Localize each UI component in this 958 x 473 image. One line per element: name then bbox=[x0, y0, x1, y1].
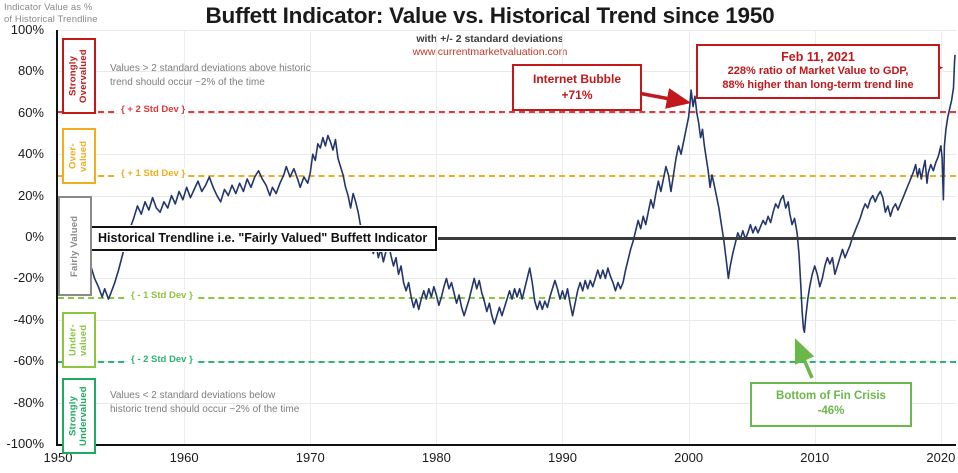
y-axis-tick-label: 40% bbox=[17, 146, 44, 162]
callout-internet-bubble[interactable]: Internet Bubble +71% bbox=[512, 64, 642, 111]
gridline-y bbox=[58, 402, 956, 404]
callout-fin-crisis-value: -46% bbox=[817, 405, 845, 417]
gridline-y bbox=[58, 30, 956, 31]
y-axis-tick-label: -60% bbox=[13, 353, 44, 369]
valuation-band-strongly-undervalued: Strongly Undervalued bbox=[62, 378, 96, 454]
chart-subtitle: with +/- 2 standard deviations bbox=[416, 33, 564, 45]
x-axis-tick-label: 1960 bbox=[169, 450, 199, 465]
gridline-y bbox=[58, 195, 956, 197]
std-dev-label-plus1: { + 1 Std Dev } bbox=[118, 167, 189, 179]
x-axis-tick-label: 2010 bbox=[800, 450, 830, 465]
note-top: Values > 2 standard deviations above his… bbox=[110, 63, 311, 88]
trendline-label: Historical Trendline i.e. "Fairly Valued… bbox=[88, 226, 438, 251]
callout-fin-crisis[interactable]: Bottom of Fin Crisis -46% bbox=[750, 382, 912, 427]
x-axis-tick-label: 1970 bbox=[295, 450, 325, 465]
gridline-y bbox=[58, 278, 956, 280]
std-dev-label-plus2: { + 2 Std Dev } bbox=[118, 103, 189, 115]
x-axis-tick-label: 1990 bbox=[548, 450, 577, 465]
valuation-band-undervalued: Under- valued bbox=[62, 312, 96, 368]
std-dev-label-minus1: { - 1 Std Dev } bbox=[128, 290, 196, 302]
callout-feb-2021-line2: 88% higher than long-term trend line bbox=[722, 79, 914, 91]
x-axis-tick-label: 2000 bbox=[674, 450, 704, 465]
valuation-band-strongly-overvalued: Strongly Overvalued bbox=[62, 38, 96, 114]
x-axis-tick-label: 1980 bbox=[421, 450, 451, 465]
y-axis-tick-label: -80% bbox=[13, 394, 44, 410]
x-axis-tick-label: 2020 bbox=[926, 450, 956, 465]
y-axis-line bbox=[56, 30, 58, 446]
y-axis-tick-label: -100% bbox=[6, 436, 44, 451]
y-axis-tick-label: 60% bbox=[17, 104, 44, 120]
gridline-y bbox=[58, 112, 956, 114]
std-dev-line-plus2 bbox=[58, 110, 956, 113]
callout-fin-crisis-title: Bottom of Fin Crisis bbox=[776, 390, 886, 402]
chart-source-url: www.currentmarketvaluation.com bbox=[412, 46, 568, 58]
y-axis-tick-label: 20% bbox=[17, 187, 44, 203]
y-axis-caption: Indicator Value as % of Historical Trend… bbox=[4, 2, 98, 25]
std-dev-line-plus1 bbox=[58, 174, 956, 177]
chart-title: Buffett Indicator: Value vs. Historical … bbox=[205, 3, 775, 28]
note-bottom: Values < 2 standard deviations below his… bbox=[110, 390, 300, 415]
historical-trendline bbox=[58, 237, 956, 240]
y-axis-tick-label: -40% bbox=[13, 311, 44, 327]
callout-feb-2021[interactable]: Feb 11, 2021 228% ratio of Market Value … bbox=[696, 44, 940, 99]
y-axis-tick-label: 80% bbox=[17, 63, 44, 79]
callout-internet-bubble-value: +71% bbox=[561, 88, 593, 102]
y-axis-tick-label: 0% bbox=[25, 229, 44, 244]
y-axis-tick-label: -20% bbox=[13, 270, 44, 286]
y-axis-tick-label: 100% bbox=[10, 22, 44, 37]
x-axis-line bbox=[56, 444, 956, 446]
callout-internet-bubble-title: Internet Bubble bbox=[532, 72, 621, 86]
callout-feb-2021-line1: 228% ratio of Market Value to GDP, bbox=[727, 65, 909, 77]
callout-feb-2021-title: Feb 11, 2021 bbox=[781, 50, 855, 64]
gridline-y bbox=[58, 319, 956, 321]
valuation-band-overvalued: Over- valued bbox=[62, 128, 96, 184]
valuation-band-fairly-valued: Fairly Valued bbox=[58, 196, 92, 296]
std-dev-label-minus2: { - 2 Std Dev } bbox=[128, 354, 196, 366]
gridline-y bbox=[58, 154, 956, 156]
std-dev-line-minus2 bbox=[58, 361, 956, 364]
